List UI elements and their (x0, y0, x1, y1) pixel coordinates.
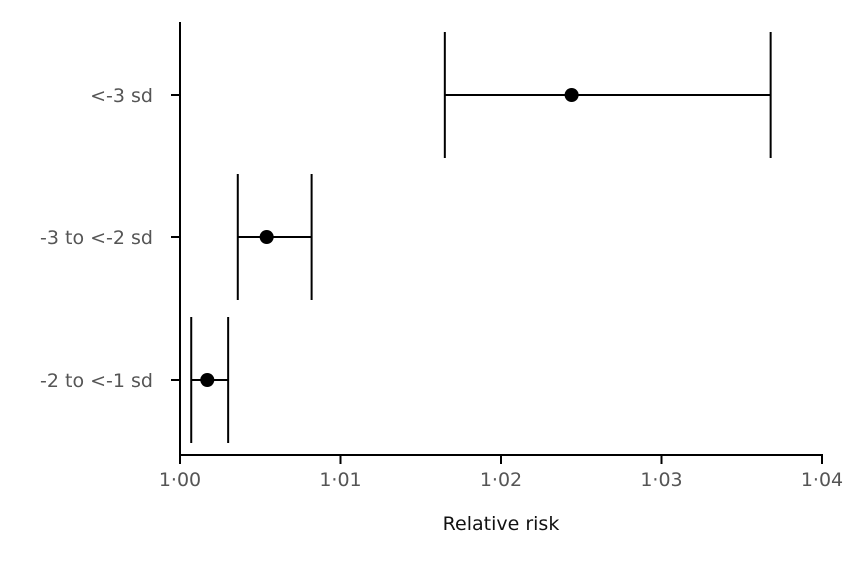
point-estimate (259, 230, 274, 244)
x-axis-title: Relative risk (443, 513, 560, 535)
y-axis-category-labels: <-3 sd -3 to <-2 sd -2 to <-1 sd (40, 85, 180, 392)
x-tick-label: 1·02 (480, 469, 522, 491)
axes: 1·00 1·01 1·02 1·03 1·04 <-3 sd -3 to <-2 sd -… (40, 22, 843, 491)
y-category-label: <-3 sd (90, 85, 153, 107)
x-tick-label: 1·00 (159, 469, 201, 491)
point-estimate (200, 373, 215, 387)
y-category-label: -3 to <-2 sd (40, 227, 153, 249)
confidence-intervals (190, 32, 772, 443)
point-estimates (200, 88, 579, 387)
x-tick-label: 1·01 (319, 469, 361, 491)
y-category-label: -2 to <-1 sd (40, 370, 153, 392)
x-axis-ticks: 1·00 1·01 1·02 1·03 1·04 (159, 455, 843, 491)
x-tick-label: 1·03 (640, 469, 682, 491)
point-estimate (564, 88, 579, 102)
x-tick-label: 1·04 (801, 469, 843, 491)
